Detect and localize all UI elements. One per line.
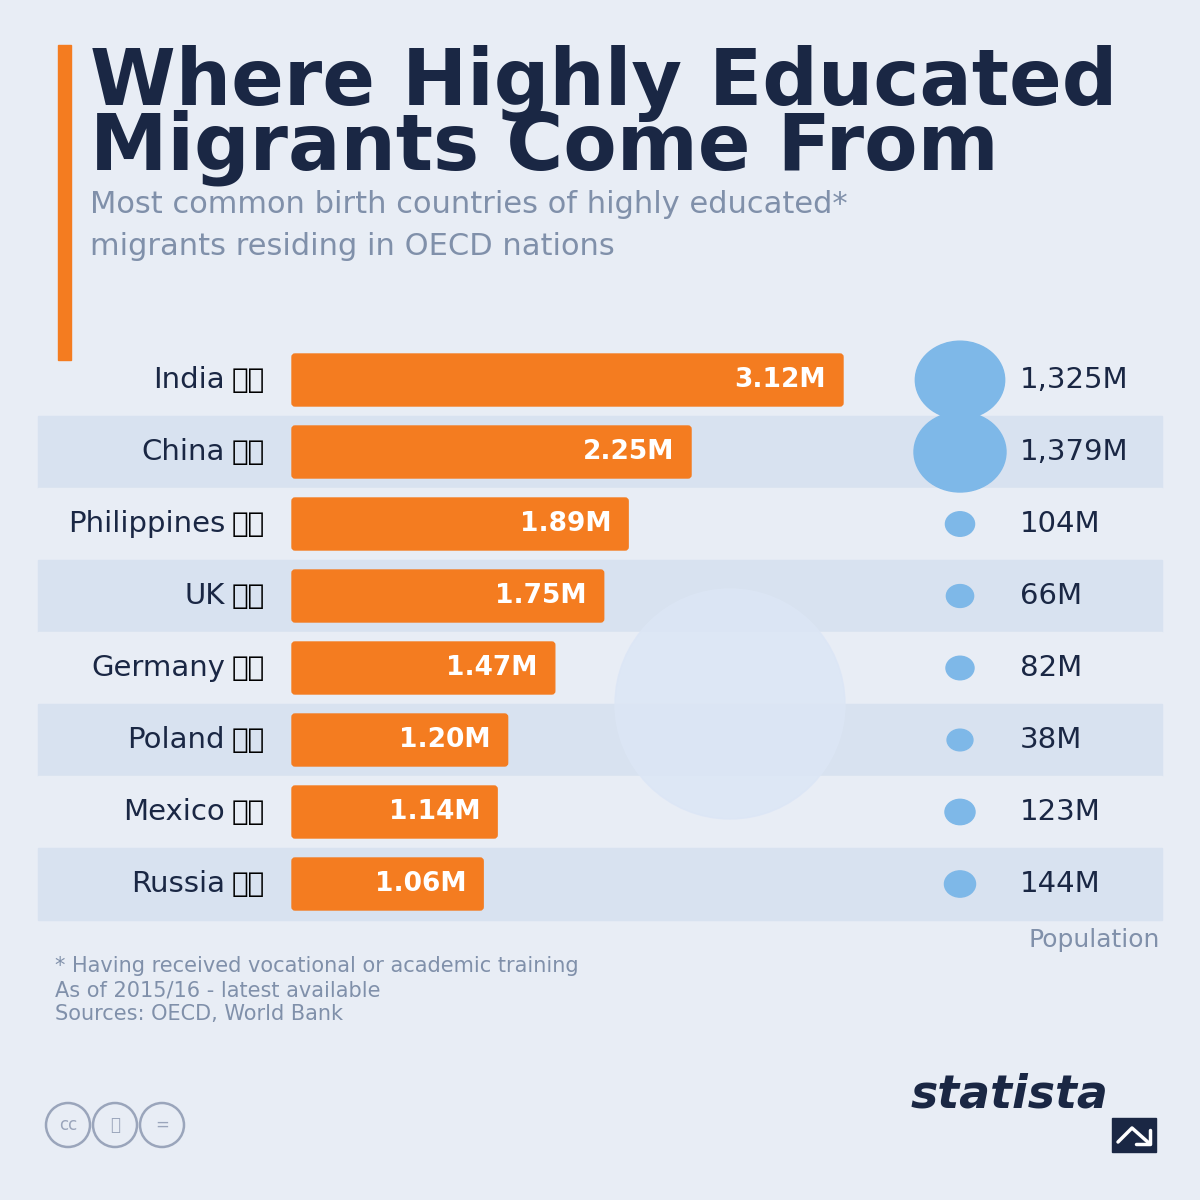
Ellipse shape (944, 799, 976, 824)
FancyBboxPatch shape (292, 354, 842, 406)
Text: 104M: 104M (1020, 510, 1100, 538)
Bar (38, 776, 1162, 848)
Ellipse shape (947, 730, 973, 751)
Bar (38, 560, 1162, 632)
Bar (38, 704, 1162, 776)
FancyBboxPatch shape (292, 714, 508, 766)
Ellipse shape (947, 584, 973, 607)
Text: 🇵🇱: 🇵🇱 (232, 726, 265, 754)
Ellipse shape (946, 511, 974, 536)
Ellipse shape (914, 412, 1006, 492)
Text: 3.12M: 3.12M (734, 367, 826, 392)
Text: 🇩🇪: 🇩🇪 (232, 654, 265, 682)
Text: As of 2015/16 - latest available: As of 2015/16 - latest available (55, 980, 380, 1000)
FancyBboxPatch shape (292, 570, 604, 622)
Text: statista: statista (910, 1073, 1108, 1118)
Text: 1.75M: 1.75M (496, 583, 587, 608)
Text: 1,325M: 1,325M (1020, 366, 1129, 394)
Text: 1,379M: 1,379M (1020, 438, 1129, 466)
Ellipse shape (946, 656, 974, 679)
Ellipse shape (916, 341, 1004, 419)
Text: China: China (142, 438, 226, 466)
Text: 2.25M: 2.25M (583, 439, 674, 464)
Text: cc: cc (59, 1116, 77, 1134)
Text: * Having received vocational or academic training: * Having received vocational or academic… (55, 956, 578, 976)
Text: 66M: 66M (1020, 582, 1082, 610)
Text: 1.47M: 1.47M (446, 655, 538, 680)
Text: Philippines: Philippines (67, 510, 226, 538)
Text: India: India (154, 366, 226, 394)
Text: 🇮🇳: 🇮🇳 (232, 366, 265, 394)
Circle shape (616, 589, 845, 818)
Text: 🇲🇽: 🇲🇽 (232, 798, 265, 826)
Text: Mexico: Mexico (124, 798, 226, 826)
Bar (38, 416, 1162, 488)
Bar (38, 848, 1162, 920)
Bar (1112, 1118, 1156, 1152)
Text: Poland: Poland (127, 726, 226, 754)
Text: UK: UK (185, 582, 226, 610)
Text: Where Highly Educated: Where Highly Educated (90, 44, 1117, 122)
Text: Germany: Germany (91, 654, 226, 682)
Text: Russia: Russia (131, 870, 226, 898)
Bar (38, 488, 1162, 560)
Text: 38M: 38M (1020, 726, 1082, 754)
FancyBboxPatch shape (292, 498, 628, 550)
Bar (58, 44, 71, 360)
Bar (38, 632, 1162, 704)
FancyBboxPatch shape (292, 786, 497, 838)
Text: ⓘ: ⓘ (110, 1116, 120, 1134)
Text: Sources: OECD, World Bank: Sources: OECD, World Bank (55, 1004, 343, 1024)
Text: 1.20M: 1.20M (400, 727, 491, 754)
Text: 1.89M: 1.89M (520, 511, 611, 538)
Text: 🇨🇳: 🇨🇳 (232, 438, 265, 466)
Bar (38, 344, 1162, 416)
Ellipse shape (944, 871, 976, 898)
Text: 🇵🇭: 🇵🇭 (232, 510, 265, 538)
Text: 1.14M: 1.14M (389, 799, 480, 826)
FancyBboxPatch shape (292, 642, 554, 694)
FancyBboxPatch shape (292, 858, 484, 910)
Text: =: = (155, 1116, 169, 1134)
Text: 1.06M: 1.06M (374, 871, 466, 898)
Text: Migrants Come From: Migrants Come From (90, 110, 998, 186)
Text: 144M: 144M (1020, 870, 1100, 898)
Text: 🇷🇺: 🇷🇺 (232, 870, 265, 898)
Text: 82M: 82M (1020, 654, 1082, 682)
Text: 🇬🇧: 🇬🇧 (232, 582, 265, 610)
Text: 123M: 123M (1020, 798, 1100, 826)
Text: Population: Population (1028, 928, 1160, 952)
FancyBboxPatch shape (292, 426, 691, 478)
Text: Most common birth countries of highly educated*
migrants residing in OECD nation: Most common birth countries of highly ed… (90, 190, 847, 260)
